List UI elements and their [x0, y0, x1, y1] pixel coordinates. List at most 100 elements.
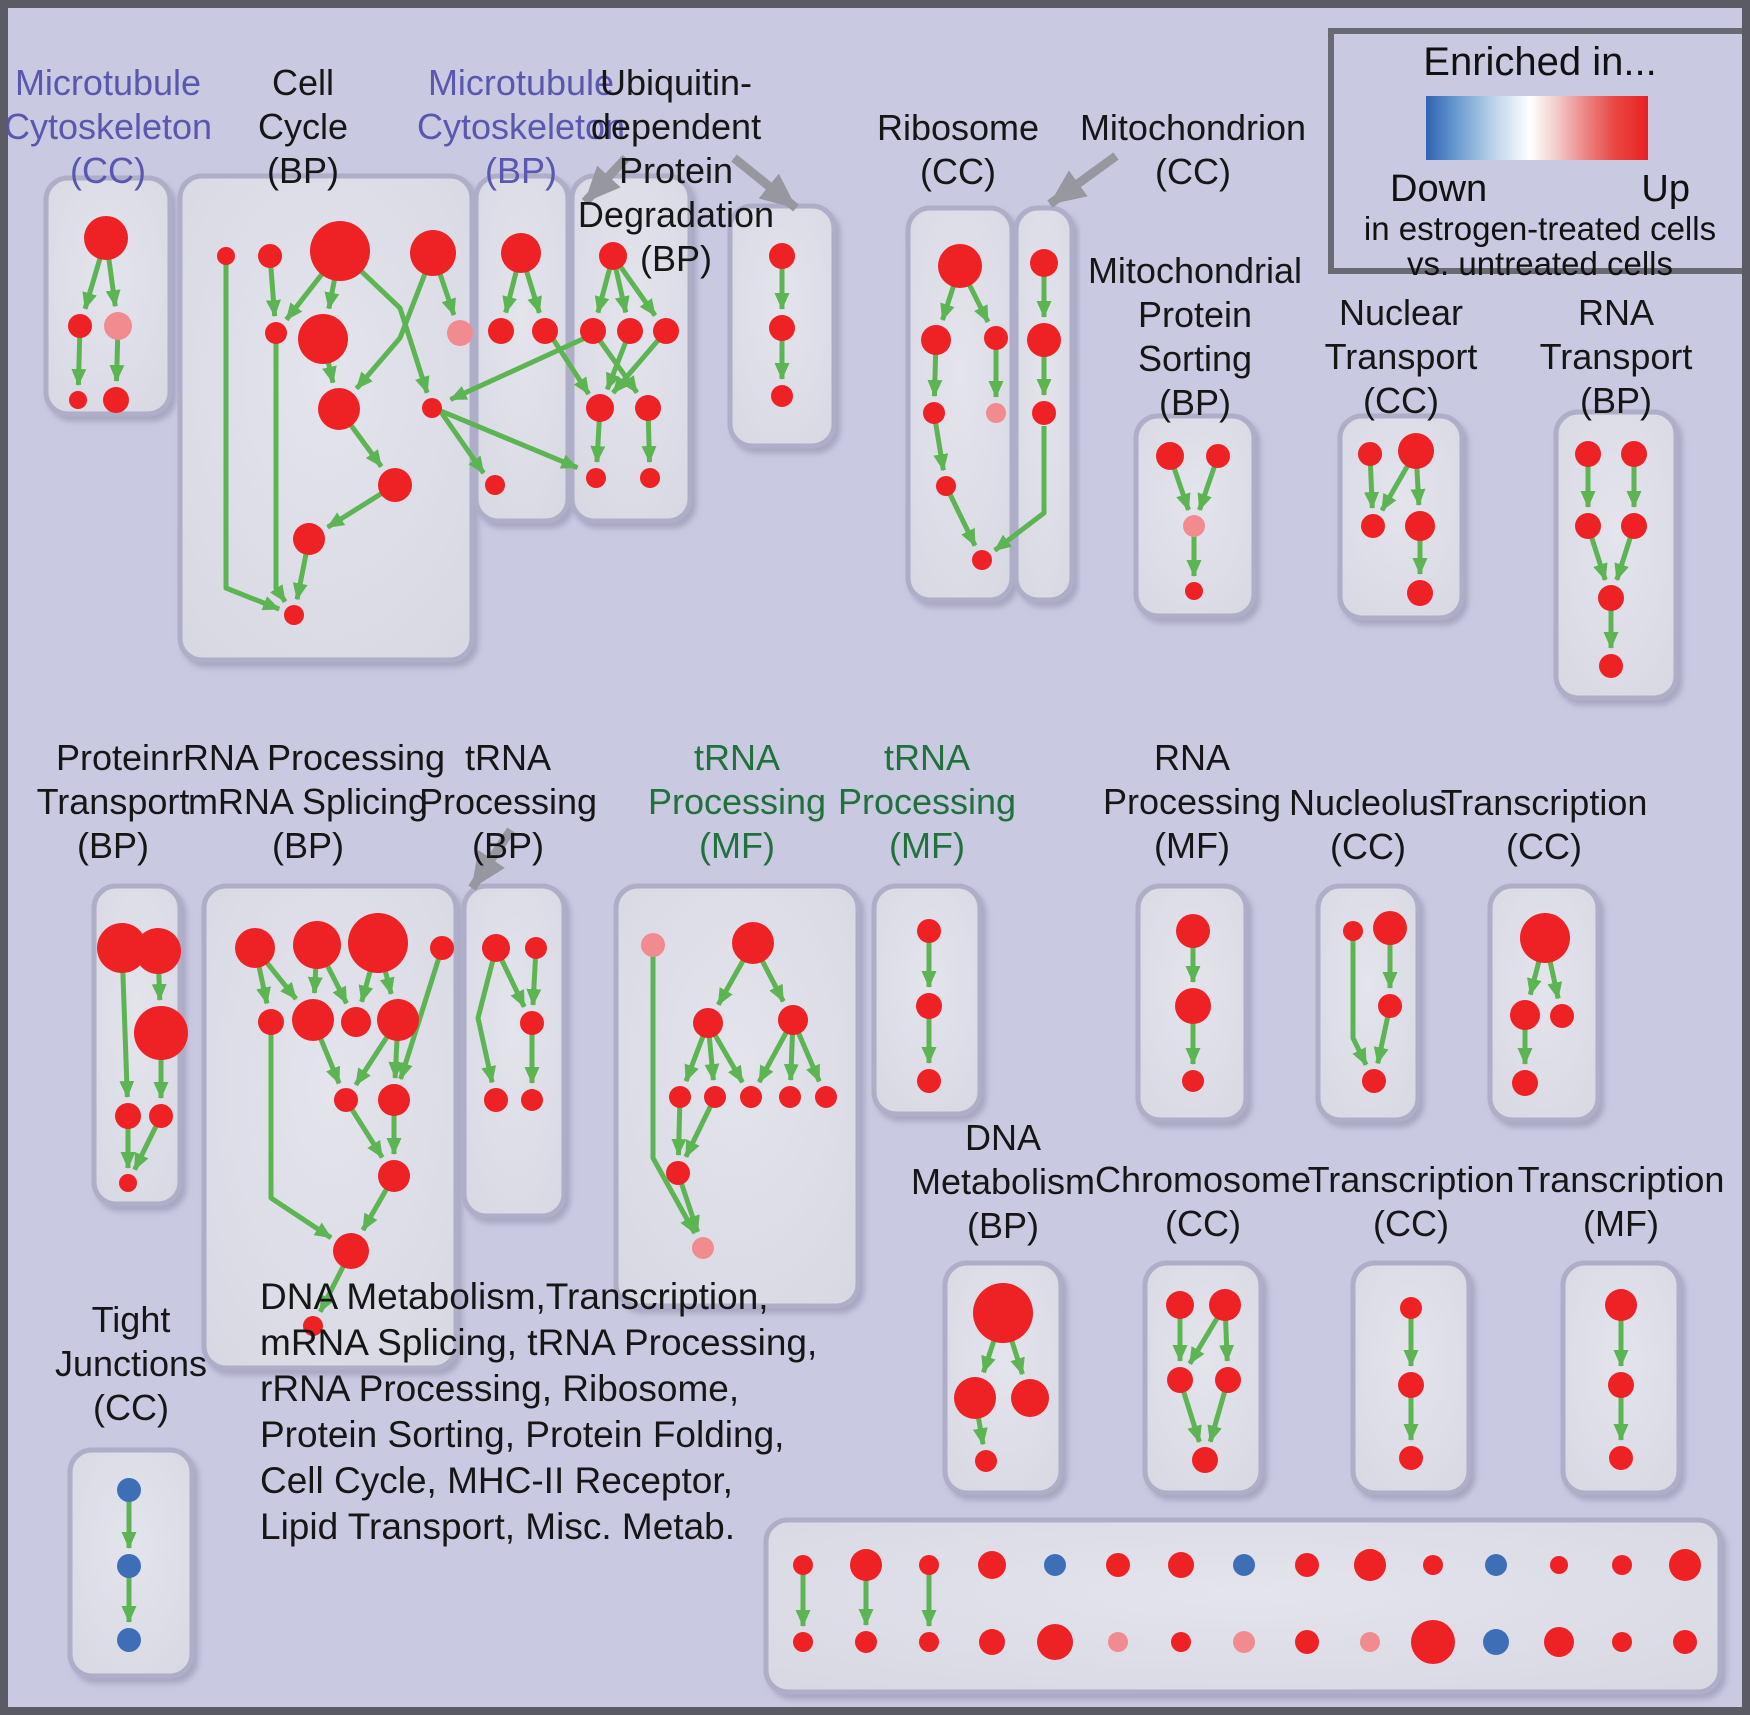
node [117, 1478, 141, 1502]
cluster-box-misc-cluster [763, 1517, 1723, 1695]
node [1398, 433, 1434, 469]
node [1483, 1629, 1509, 1655]
node [1550, 1556, 1568, 1574]
edge [268, 1022, 333, 1240]
node [732, 922, 774, 964]
node [1599, 654, 1623, 678]
label-transcription-mf: Transcription (MF) [1517, 1159, 1725, 1244]
label-chromosome-cc: Chromosome (CC) [1094, 1159, 1312, 1244]
node [1411, 1620, 1455, 1664]
cluster-box-transcription-cc-mid [1487, 883, 1601, 1123]
node [1233, 1631, 1255, 1653]
node [973, 1283, 1033, 1343]
node [921, 325, 951, 355]
node [850, 1549, 882, 1581]
edge [438, 410, 486, 475]
node [1358, 442, 1382, 466]
node [1037, 1624, 1073, 1660]
node [1354, 1549, 1386, 1581]
node [1011, 1379, 1049, 1417]
edge [398, 947, 445, 1080]
cluster-box-mt-cc [43, 175, 173, 417]
label-transcription-cc-bottom: Transcription (CC) [1307, 1159, 1515, 1244]
node [1106, 1553, 1130, 1577]
node [635, 395, 661, 421]
node [485, 475, 505, 495]
node [217, 247, 235, 265]
edge [354, 252, 436, 391]
label-nuclear-transport-cc: Nuclear Transport (CC) [1324, 292, 1478, 421]
node [1399, 1446, 1423, 1470]
node [1550, 1004, 1574, 1028]
node [521, 1089, 543, 1111]
label-microtubule-cytoskeleton-bp: Microtubule Cytoskeleton (BP) [416, 62, 626, 191]
node [1185, 582, 1203, 600]
legend-title: Enriched in... [1423, 40, 1657, 84]
node [978, 1551, 1006, 1579]
node [115, 1103, 141, 1129]
node [779, 1086, 801, 1108]
node [855, 1631, 877, 1653]
annotation-arrow [581, 154, 630, 206]
legend-subtitle-2: vs. untreated cells [1407, 245, 1673, 282]
node [769, 243, 795, 269]
node [1398, 1372, 1424, 1398]
node [641, 933, 665, 957]
node [68, 314, 92, 338]
node [303, 1316, 323, 1336]
node [265, 322, 287, 344]
label-trna-processing-mf-2: tRNA Processing (MF) [837, 737, 1017, 866]
node [769, 315, 795, 341]
node [1206, 444, 1230, 468]
node [938, 244, 982, 288]
node [919, 1632, 939, 1652]
node [1673, 1630, 1697, 1654]
node [692, 1237, 714, 1259]
node [984, 326, 1008, 350]
label-transcription-cc-mid: Transcription (CC) [1440, 782, 1648, 867]
misc-categories-text: DNA Metabolism,Transcription, mRNA Splici… [260, 1276, 818, 1547]
edge [223, 256, 281, 612]
label-rna-transport-bp: RNA Transport (BP) [1539, 292, 1693, 421]
node [104, 312, 132, 340]
node [1192, 1447, 1218, 1473]
node [1378, 994, 1402, 1018]
node [975, 1450, 997, 1472]
node [1108, 1632, 1128, 1652]
node [1175, 988, 1211, 1024]
network-canvas [43, 152, 1723, 1695]
annotation-arrow [468, 827, 515, 891]
node [1168, 1552, 1194, 1578]
node [1575, 513, 1601, 539]
node [669, 1086, 691, 1108]
label-rrna-processing-mrna-splicing-bp: rRNA Processing mRNA Splicing (BP) [170, 737, 446, 866]
node [666, 1161, 690, 1185]
node [617, 318, 643, 344]
node [1621, 513, 1647, 539]
node [117, 1554, 141, 1578]
legend-down-label: Down [1390, 168, 1488, 210]
node [923, 402, 945, 424]
node [1361, 514, 1385, 538]
node [1485, 1554, 1507, 1576]
edge [449, 335, 587, 402]
node [1520, 913, 1570, 963]
node [482, 934, 510, 962]
node [235, 928, 275, 968]
node [1373, 911, 1407, 945]
node [936, 476, 956, 496]
node [1612, 1632, 1632, 1652]
node [378, 468, 412, 502]
node [520, 1011, 544, 1035]
node [1405, 511, 1435, 541]
edge [611, 329, 668, 395]
node [377, 999, 419, 1041]
node [704, 1086, 726, 1108]
node [135, 928, 181, 974]
node [653, 318, 679, 344]
node [293, 523, 325, 555]
node [1215, 1367, 1241, 1393]
node [1362, 1069, 1386, 1093]
label-cell-cycle-bp: Cell Cycle (BP) [257, 62, 349, 191]
node [1608, 1372, 1634, 1398]
